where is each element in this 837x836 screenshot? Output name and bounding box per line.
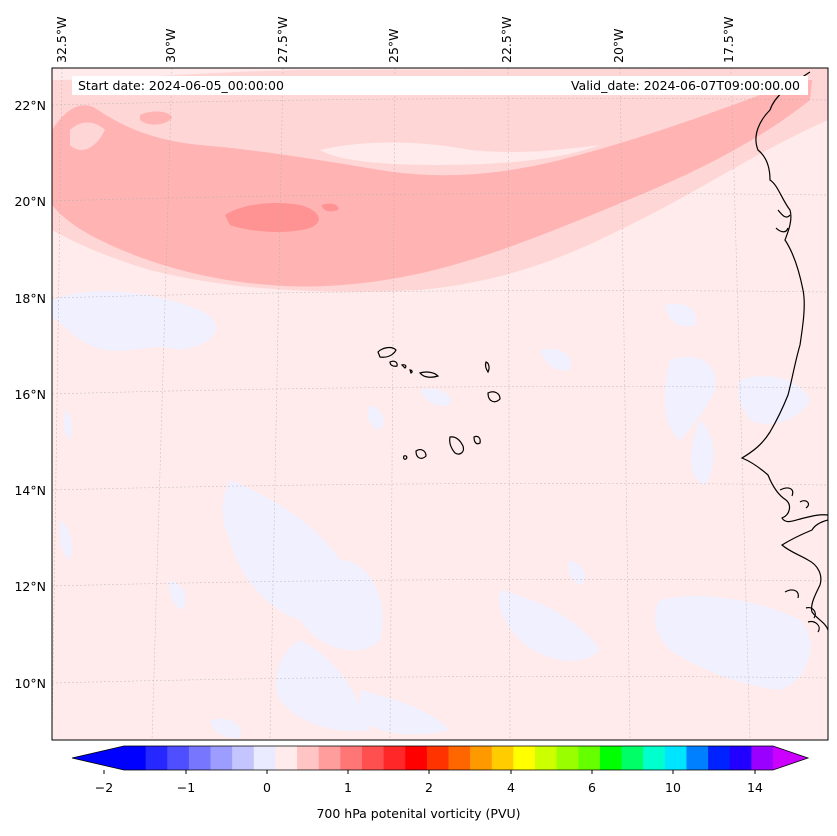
gridlines xyxy=(52,68,828,740)
colorbar-tick: 4 xyxy=(507,780,515,795)
pv-band-pocket xyxy=(320,142,600,165)
colorbar-segment xyxy=(686,746,709,770)
valid-date-text: Valid_date: 2024-06-07T09:00:00.00 xyxy=(570,78,800,93)
pv-band-level2 xyxy=(52,80,812,287)
colorbar-over-arrow xyxy=(773,746,808,770)
colorbar-outline xyxy=(71,745,810,771)
pv-patch-level2 xyxy=(140,111,172,125)
colorbar-segment xyxy=(275,746,298,770)
colorbar-tick: 2 xyxy=(425,780,433,795)
lat-label: 14°N xyxy=(14,483,46,498)
negative-pv-patches xyxy=(52,291,811,739)
colorbar-segment xyxy=(751,746,774,770)
colorbar-segment xyxy=(535,746,558,770)
colorbar-segment xyxy=(470,746,493,770)
colorbar-segment xyxy=(729,746,752,770)
lat-label: 22°N xyxy=(14,98,46,113)
colorbar-tick: 14 xyxy=(747,780,763,795)
colorbar-segment xyxy=(556,746,579,770)
colorbar-tick: −1 xyxy=(176,780,196,795)
map-frame xyxy=(51,67,829,741)
colorbar-segment xyxy=(210,746,233,770)
colorbar-label: 700 hPa potenital vorticity (PVU) xyxy=(316,806,521,821)
colorbar-segment xyxy=(513,746,536,770)
start-date-text: Start date: 2024-06-05_00:00:00 xyxy=(78,78,284,93)
africa-coastline-detail xyxy=(775,209,820,633)
colorbar xyxy=(71,745,810,774)
colorbar-segment xyxy=(405,746,428,770)
colorbar-segment xyxy=(708,746,731,770)
cape-verde-islands xyxy=(377,346,501,460)
colorbar-segment xyxy=(253,746,276,770)
colorbar-segment xyxy=(599,746,622,770)
colorbar-tick: 6 xyxy=(588,780,596,795)
pv-band-level3 xyxy=(225,203,319,232)
pv-band-level2-inner xyxy=(70,122,105,150)
colorbar-segment xyxy=(383,746,406,770)
colorbar-segment xyxy=(145,746,168,770)
colorbar-segment xyxy=(664,746,687,770)
pv-band-level3-small xyxy=(322,203,339,212)
colorbar-segment xyxy=(621,746,644,770)
colorbar-segment xyxy=(297,746,320,770)
colorbar-segment xyxy=(491,746,514,770)
colorbar-segment xyxy=(232,746,255,770)
lat-label: 10°N xyxy=(14,676,46,691)
colorbar-segment xyxy=(578,746,601,770)
colorbar-segment xyxy=(643,746,666,770)
colorbar-tick: −2 xyxy=(94,780,114,795)
lat-label: 16°N xyxy=(14,387,46,402)
map-plot-area xyxy=(52,68,828,740)
date-header: Start date: 2024-06-05_00:00:00 Valid_da… xyxy=(72,76,808,95)
lat-label: 20°N xyxy=(14,194,46,209)
colorbar-under-arrow xyxy=(72,746,124,770)
colorbar-segment xyxy=(361,746,384,770)
colorbar-segment xyxy=(167,746,190,770)
colorbar-segment xyxy=(340,746,363,770)
colorbar-segment xyxy=(318,746,341,770)
lat-label: 18°N xyxy=(14,291,46,306)
colorbar-tick: 1 xyxy=(344,780,352,795)
colorbar-segment xyxy=(426,746,449,770)
africa-coastline xyxy=(740,71,828,631)
colorbar-segment xyxy=(448,746,471,770)
colorbar-segment xyxy=(124,746,147,770)
colorbar-segment xyxy=(188,746,211,770)
colorbar-tick: 10 xyxy=(665,780,681,795)
colorbar-tick: 0 xyxy=(263,780,271,795)
lat-label: 12°N xyxy=(14,579,46,594)
